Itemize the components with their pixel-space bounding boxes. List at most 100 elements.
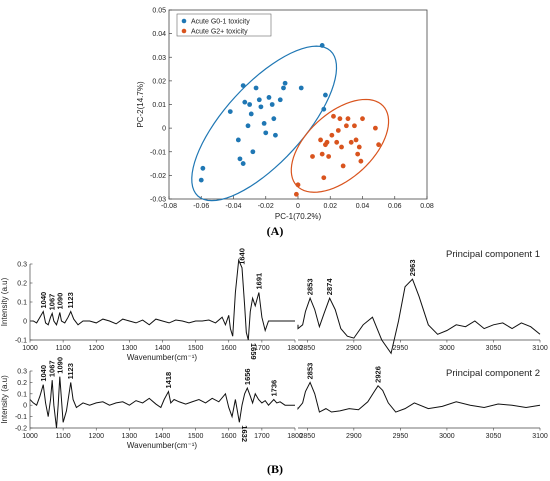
y-tick-label: -0.1 xyxy=(15,414,27,421)
x-tick-label: 2900 xyxy=(346,433,362,440)
y-tick-label: 0.02 xyxy=(152,78,166,85)
x-tick-label: 1000 xyxy=(22,433,38,440)
y-tick-label: -0.03 xyxy=(150,197,166,204)
data-point xyxy=(248,111,254,117)
plot-frame xyxy=(168,9,428,200)
peak-label: 1040 xyxy=(39,365,48,382)
x-tick-label: 2900 xyxy=(346,345,362,352)
data-point xyxy=(340,163,346,169)
data-point xyxy=(345,116,351,122)
data-point xyxy=(373,125,378,131)
legend: Acute G0-1 toxicity Acute G2+ toxicity xyxy=(176,13,272,37)
data-point xyxy=(198,177,204,183)
x-tick-label: 1400 xyxy=(155,345,171,352)
peak-label: 1656 xyxy=(243,368,252,385)
y-tick-label: 0.3 xyxy=(17,369,27,376)
x-tick-label: -0.04 xyxy=(226,203,242,210)
x-tick-label: 1400 xyxy=(155,433,171,440)
data-point xyxy=(293,191,299,197)
data-point xyxy=(269,102,275,107)
panel-label-a: (A) xyxy=(267,224,284,238)
y-tick-label: -0.02 xyxy=(150,173,166,180)
y-tick-label: -0.2 xyxy=(15,426,27,433)
x-tick-label: 0.02 xyxy=(323,203,337,210)
x-tick-label: 1800 xyxy=(287,433,303,440)
peak-label: 1736 xyxy=(269,380,278,397)
spectrum-line xyxy=(297,278,541,355)
y-tick-label: 0.2 xyxy=(17,281,27,288)
data-point xyxy=(321,175,327,181)
y-tick-label: 0.01 xyxy=(152,102,166,109)
data-point xyxy=(281,85,286,91)
peak-label: 2926 xyxy=(374,366,383,383)
data-point xyxy=(352,123,357,129)
legend-label: Acute G0-1 toxicity xyxy=(191,19,250,26)
legend-marker xyxy=(181,18,187,24)
spectrum-line xyxy=(30,258,295,341)
y-tick-label: 0.1 xyxy=(17,391,27,398)
peak-label: 2963 xyxy=(408,260,417,277)
x-tick-label: -0.06 xyxy=(193,203,209,210)
data-point xyxy=(353,137,359,143)
peak-label: 1123 xyxy=(66,363,75,379)
data-point xyxy=(326,154,332,159)
data-point xyxy=(227,109,233,114)
legend-marker xyxy=(181,28,187,34)
data-point xyxy=(235,137,241,143)
x-tick-label: 3050 xyxy=(486,433,502,440)
data-point xyxy=(329,132,335,138)
peak-label: 1659 xyxy=(249,343,258,360)
data-point xyxy=(348,139,354,145)
data-point xyxy=(273,132,278,138)
peak-label: 1067 xyxy=(48,360,57,377)
data-point xyxy=(358,158,364,164)
x-tick-label: 2950 xyxy=(393,345,409,352)
principal-component-2-panel: Principal component 2 1000 1100 1200 1300 140… xyxy=(0,357,548,450)
data-point xyxy=(261,121,267,126)
y-tick-label: 0.03 xyxy=(152,55,166,62)
data-point xyxy=(200,165,206,171)
x-axis-label: PC-1(70.2%) xyxy=(275,212,322,221)
x-tick-label: 0.04 xyxy=(356,203,370,210)
data-point xyxy=(360,116,365,122)
x-tick-label: 1300 xyxy=(122,345,138,352)
data-point xyxy=(258,104,264,110)
legend-box xyxy=(176,13,272,37)
x-tick-label: 1700 xyxy=(254,433,270,440)
x-tick-label: 2850 xyxy=(300,345,316,352)
peak-label: 1640 xyxy=(238,248,247,265)
x-tick-label: 1200 xyxy=(88,345,104,352)
x-tick-label: 2850 xyxy=(300,433,316,440)
data-point xyxy=(323,92,328,98)
x-tick-label: -0.08 xyxy=(161,203,177,210)
x-tick-label: 2950 xyxy=(393,433,409,440)
y-tick-label: 0 xyxy=(23,319,27,326)
data-point xyxy=(242,99,248,105)
data-point xyxy=(319,43,325,48)
peak-label: 2874 xyxy=(325,278,334,296)
data-point xyxy=(376,142,382,148)
x-tick-label: 1000 xyxy=(22,345,38,352)
peak-label: 1632 xyxy=(240,425,249,442)
x-tick-label: 0.06 xyxy=(388,203,402,210)
y-tick-label: -0.01 xyxy=(150,149,166,156)
x-tick-label: 3100 xyxy=(532,433,548,440)
x-tick-label: 1500 xyxy=(188,345,204,352)
x-tick-label: 1100 xyxy=(56,433,71,440)
data-point xyxy=(339,144,344,150)
component-title: Principal component 1 xyxy=(446,249,540,260)
data-point xyxy=(335,128,341,133)
component-title: Principal component 2 xyxy=(446,368,540,379)
peak-label: 1040 xyxy=(39,292,48,309)
legend-label: Acute G2+ toxicity xyxy=(191,29,248,36)
x-tick-label: 1800 xyxy=(287,345,303,352)
x-tick-label: 3050 xyxy=(486,345,502,352)
data-point xyxy=(240,83,246,88)
peak-label: 1090 xyxy=(55,293,64,310)
x-tick-label: 0 xyxy=(296,203,300,210)
peak-label: 1123 xyxy=(66,292,75,308)
y-axis-label: Intensity (a.u) xyxy=(0,277,9,326)
data-point xyxy=(250,149,256,155)
panel-label-b: (B) xyxy=(267,462,283,476)
